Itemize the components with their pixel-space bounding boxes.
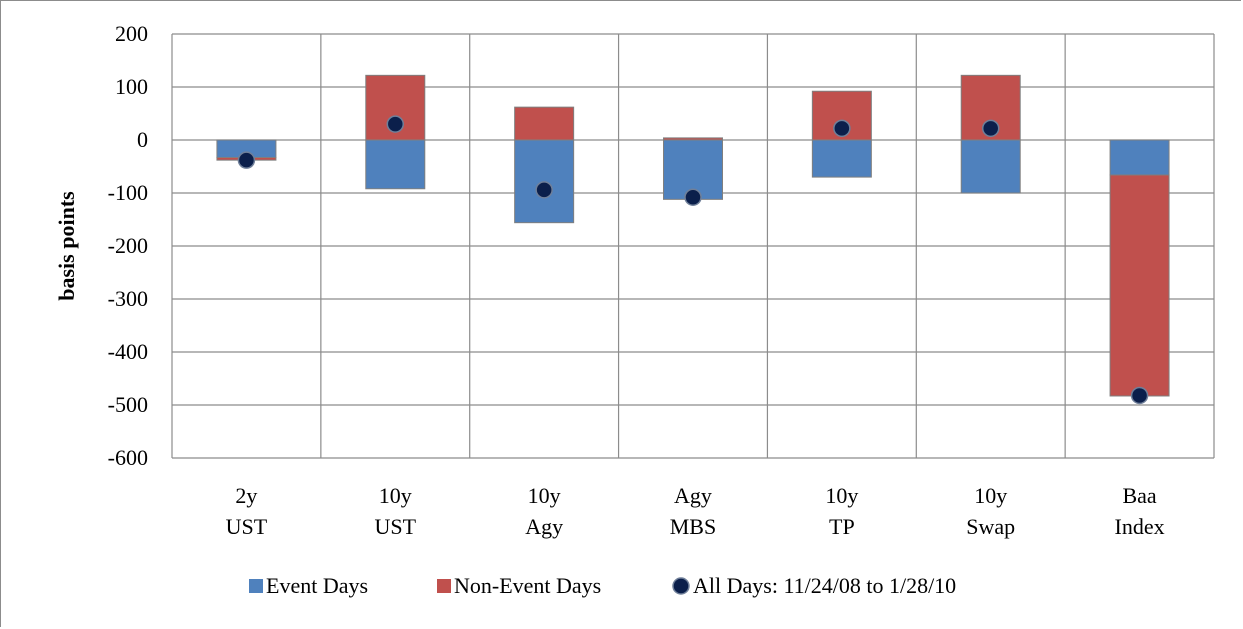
y-tick-label: -600 (108, 445, 148, 470)
x-tick-label: 10y (528, 483, 561, 508)
event-days-bar (960, 139, 1021, 194)
y-tick-label: 0 (137, 127, 148, 152)
all-days-marker (833, 119, 851, 138)
all-days-marker (535, 181, 553, 199)
legend-label-all-days: All Days: 11/24/08 to 1/28/10 (693, 573, 956, 598)
x-tick-label: TP (829, 514, 855, 539)
x-tick-label: 10y (974, 483, 1007, 508)
x-tick-label: MBS (670, 514, 716, 539)
x-tick-label: 10y (379, 483, 412, 508)
y-tick-label: -100 (108, 180, 148, 205)
x-tick-label: UST (226, 514, 268, 539)
x-tick-label: Swap (966, 514, 1015, 539)
x-tick-label: 10y (825, 483, 858, 508)
x-tick-label: Agy (674, 483, 712, 508)
non-event-days-bar (1109, 174, 1170, 397)
all-days-marker (684, 188, 702, 206)
event-days-bar (811, 139, 872, 178)
non-event-days-bar (663, 137, 723, 141)
legend-label-event-days: Event Days (266, 573, 368, 598)
x-tick-label: Index (1115, 514, 1165, 539)
y-tick-label: -500 (108, 392, 148, 417)
all-days-marker (237, 151, 256, 169)
y-tick-label: -400 (108, 339, 148, 364)
all-days-marker (981, 119, 1000, 138)
y-axis-label: basis points (54, 191, 79, 301)
y-tick-label: 100 (115, 74, 148, 99)
x-tick-label: 2y (235, 483, 257, 508)
x-tick-label: UST (375, 514, 417, 539)
all-days-marker (386, 115, 405, 133)
all-days-marker (1130, 386, 1149, 405)
y-tick-label: -300 (108, 286, 148, 311)
legend-marker-all-days (672, 577, 690, 595)
y-tick-label: -200 (108, 233, 148, 258)
non-event-days-bar (514, 106, 575, 141)
legend-swatch-non-event-days (437, 579, 451, 593)
event-days-bar (365, 139, 426, 190)
legend-label-non-event-days: Non-Event Days (454, 573, 601, 598)
legend-swatch-event-days (249, 579, 263, 593)
x-tick-label: Baa (1122, 483, 1156, 508)
x-tick-label: Agy (525, 514, 563, 539)
event-days-bar (1109, 139, 1170, 176)
y-tick-label: 200 (115, 21, 148, 46)
